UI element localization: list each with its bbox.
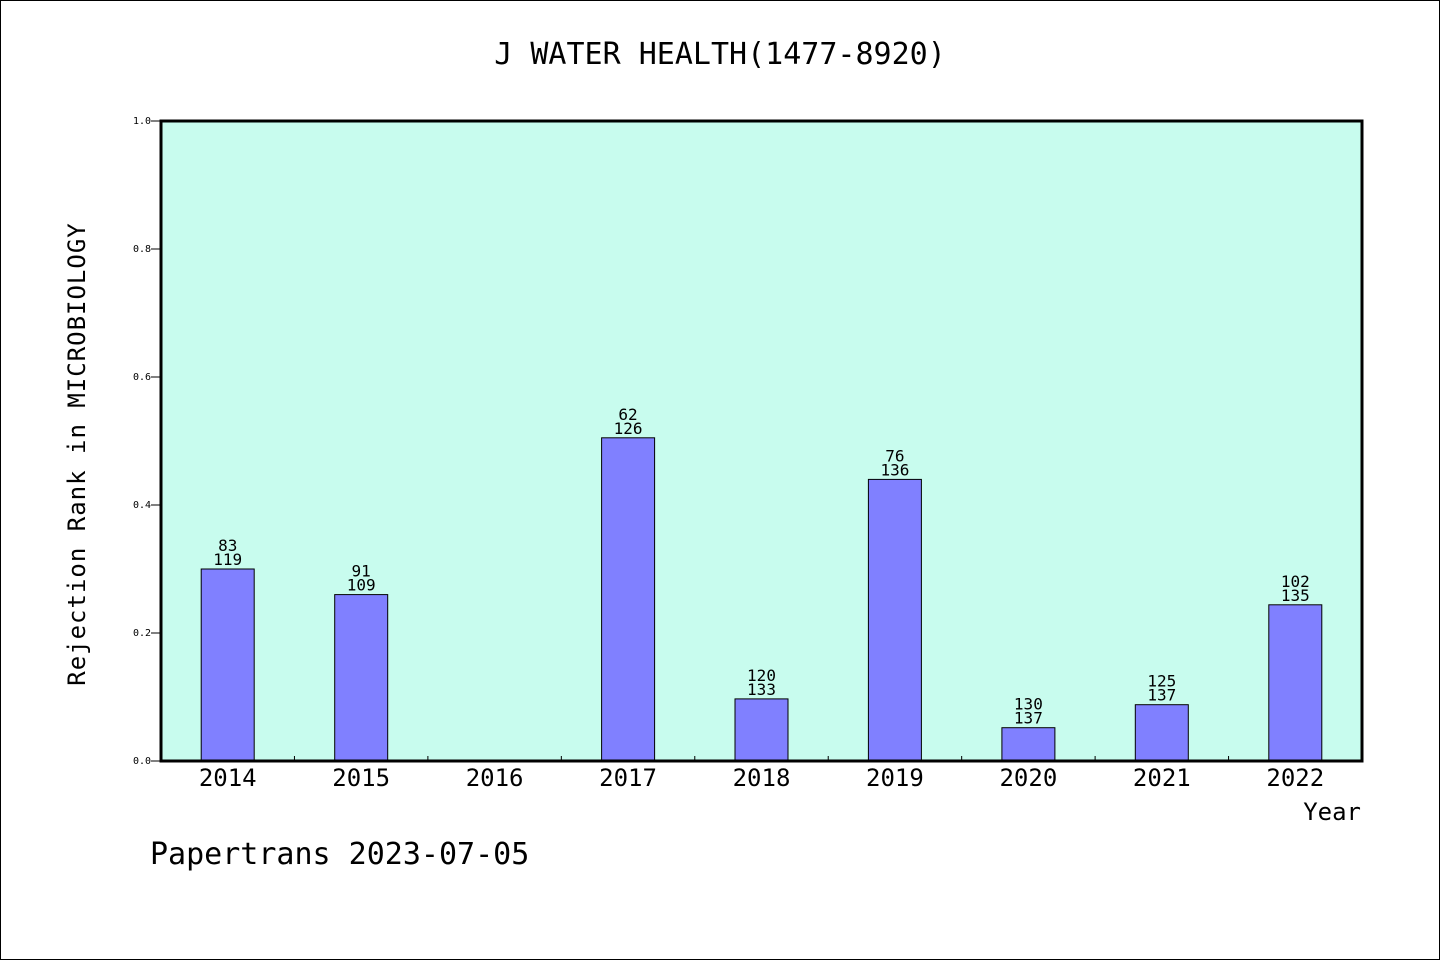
bar-2015 — [334, 594, 389, 762]
bar-label-top-2017: 62 — [618, 405, 637, 424]
x-tick-label-2015: 2015 — [332, 764, 390, 792]
bar-2022 — [1268, 604, 1323, 762]
bar-label-bottom-2020: 137 — [1014, 709, 1043, 728]
x-tick-label-2018: 2018 — [733, 764, 791, 792]
bar-label-top-2014: 83 — [218, 536, 237, 555]
chart-title: J WATER HEALTH(1477-8920) — [494, 37, 946, 72]
bar-label-bottom-2014: 119 — [213, 550, 242, 569]
footer-credit: Papertrans 2023-07-05 — [150, 837, 530, 872]
x-tick-label-2016: 2016 — [466, 764, 524, 792]
bar-2020 — [1001, 727, 1056, 762]
bar-label-top-2020: 130 — [1014, 695, 1043, 714]
bar-2021 — [1134, 704, 1189, 762]
x-tick-label-2014: 2014 — [199, 764, 257, 792]
bar-2019 — [867, 478, 922, 762]
y-tick-label-0.6: 0.6 — [133, 372, 151, 383]
bar-label-top-2022: 102 — [1281, 572, 1310, 591]
bar-label-bottom-2021: 137 — [1147, 686, 1176, 705]
x-tick-label-2017: 2017 — [599, 764, 657, 792]
y-tick-label-0.8: 0.8 — [133, 244, 151, 255]
bar-label-top-2018: 120 — [747, 666, 776, 685]
bar-2017 — [601, 437, 656, 762]
x-axis-label: Year — [1303, 798, 1361, 826]
x-tick-label-2022: 2022 — [1266, 764, 1324, 792]
y-tick-label-0.2: 0.2 — [133, 628, 151, 639]
y-tick-label-0.4: 0.4 — [133, 500, 151, 511]
bar-2018 — [734, 698, 789, 762]
bar-label-bottom-2019: 136 — [880, 460, 909, 479]
y-tick-label-0.0: 0.0 — [133, 756, 151, 767]
bar-label-bottom-2015: 109 — [347, 576, 376, 595]
y-tick-label-1.0: 1.0 — [133, 116, 151, 127]
bar-label-top-2019: 76 — [885, 446, 904, 465]
bar-label-top-2021: 125 — [1147, 672, 1176, 691]
bar-label-bottom-2017: 126 — [614, 419, 643, 438]
x-tick-label-2021: 2021 — [1133, 764, 1191, 792]
bar-label-bottom-2018: 133 — [747, 680, 776, 699]
bar-2014 — [200, 568, 255, 762]
x-tick-label-2020: 2020 — [999, 764, 1057, 792]
x-tick-label-2019: 2019 — [866, 764, 924, 792]
plot-border — [159, 119, 1364, 763]
bar-label-bottom-2022: 135 — [1281, 586, 1310, 605]
bar-label-top-2015: 91 — [352, 562, 371, 581]
